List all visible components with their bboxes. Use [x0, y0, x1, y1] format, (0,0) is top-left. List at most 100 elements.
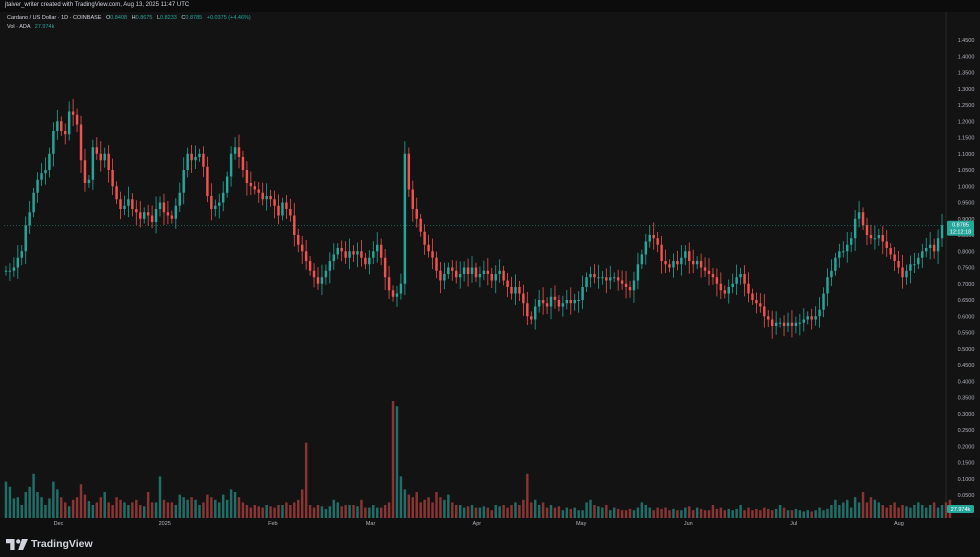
candle-body: [470, 267, 474, 274]
candle-body: [419, 218, 422, 232]
volume-bar: [632, 510, 636, 518]
volume-bar: [774, 508, 778, 518]
candle-body: [107, 153, 110, 170]
price-tick-label: 0.3500: [958, 396, 975, 402]
candle-body: [774, 322, 778, 326]
volume-bar: [565, 507, 569, 518]
candle-body: [178, 192, 181, 206]
candle-body: [802, 319, 806, 323]
chart-area[interactable]: [0, 12, 946, 518]
candle-body: [932, 244, 936, 252]
volume-bar: [723, 510, 727, 518]
volume-bar: [838, 505, 841, 518]
candle-body: [293, 215, 296, 235]
high-value: 0.8675: [135, 15, 153, 21]
volume-bar: [83, 494, 87, 518]
candle-body: [865, 225, 869, 235]
volume-bar: [111, 505, 114, 518]
volume-bar: [12, 498, 16, 518]
volume-bar: [601, 507, 604, 518]
volume-bar: [502, 505, 505, 518]
volume-bar: [755, 508, 758, 518]
candle-body: [391, 290, 395, 297]
candle-body: [778, 322, 782, 324]
candle-body: [332, 254, 336, 261]
candle-body: [530, 316, 533, 320]
volume-bar: [127, 505, 130, 518]
volume-bar: [616, 508, 620, 518]
price-tick-label: 1.0000: [958, 184, 975, 190]
volume-label[interactable]: Vol · ADA: [7, 24, 31, 30]
volume-bar: [304, 442, 308, 518]
price-tick-label: 1.4500: [958, 38, 975, 44]
volume-bar: [253, 505, 257, 518]
candle-body: [790, 322, 794, 326]
candle-body: [656, 238, 659, 245]
volume-bar: [269, 506, 272, 518]
volume-bar: [368, 507, 371, 518]
volume-bar: [522, 499, 525, 518]
candle-body: [210, 196, 213, 209]
volume-bar: [95, 502, 99, 518]
candle-body: [241, 157, 245, 170]
volume-bar: [407, 494, 411, 518]
volume-bar: [593, 505, 596, 518]
candle-body: [585, 277, 588, 287]
candle-body: [166, 212, 170, 216]
candle-body: [435, 257, 438, 271]
tradingview-logo[interactable]: TradingView: [6, 538, 93, 550]
volume-bar: [561, 510, 565, 518]
volume-bar: [123, 502, 126, 518]
symbol-label[interactable]: Cardano / US Dollar · 1D · COINBASE: [7, 15, 102, 21]
volume-bar: [656, 507, 659, 518]
candle-body: [897, 261, 900, 268]
volume-bar: [857, 502, 861, 518]
candle-body: [759, 303, 762, 307]
candle-body: [48, 153, 51, 170]
price-tick-label: 0.5000: [958, 347, 975, 353]
candle-body: [577, 300, 580, 301]
volume-bar: [573, 507, 576, 518]
current-price-badge[interactable]: [947, 220, 974, 236]
candle-body: [905, 270, 908, 278]
volume-bar: [443, 499, 446, 518]
volume-bar: [545, 507, 549, 518]
candle-body: [229, 153, 233, 177]
price-axis-panel[interactable]: [946, 12, 980, 518]
candle-body: [486, 270, 490, 274]
volume-bar: [28, 486, 31, 518]
candle-body: [482, 270, 486, 274]
candle-body: [561, 303, 565, 307]
candle-body: [533, 306, 537, 320]
volume-bar: [154, 502, 158, 518]
volume-bar: [447, 494, 450, 518]
volume-bar: [664, 507, 667, 518]
volume-bar: [332, 499, 336, 518]
volume-bar: [462, 507, 466, 518]
price-tick-label: 0.6000: [958, 314, 975, 320]
candle-body: [368, 257, 371, 265]
candle-body: [881, 235, 885, 242]
candle-body: [170, 215, 174, 219]
volume-bar: [767, 508, 770, 518]
volume-bar: [194, 499, 197, 518]
candle-body: [565, 300, 569, 304]
candle-body: [383, 257, 387, 278]
volume-badge[interactable]: [947, 505, 974, 513]
candle-body: [233, 147, 237, 154]
volume-bar: [537, 505, 541, 518]
volume-bar: [52, 481, 55, 518]
volume-bar: [451, 502, 454, 518]
volume-bar: [221, 494, 225, 518]
volume-bar: [119, 499, 122, 518]
candle-body: [87, 179, 91, 183]
attribution-text: jtaiver_writer created with TradingView.…: [5, 2, 190, 8]
volume-bar: [885, 507, 888, 518]
volume-bar: [289, 505, 292, 518]
candle-body: [360, 251, 363, 258]
price-tick-label: 1.0500: [958, 168, 975, 174]
candle-body: [569, 300, 572, 304]
volume-bar: [249, 507, 253, 518]
volume-bar: [79, 484, 83, 518]
